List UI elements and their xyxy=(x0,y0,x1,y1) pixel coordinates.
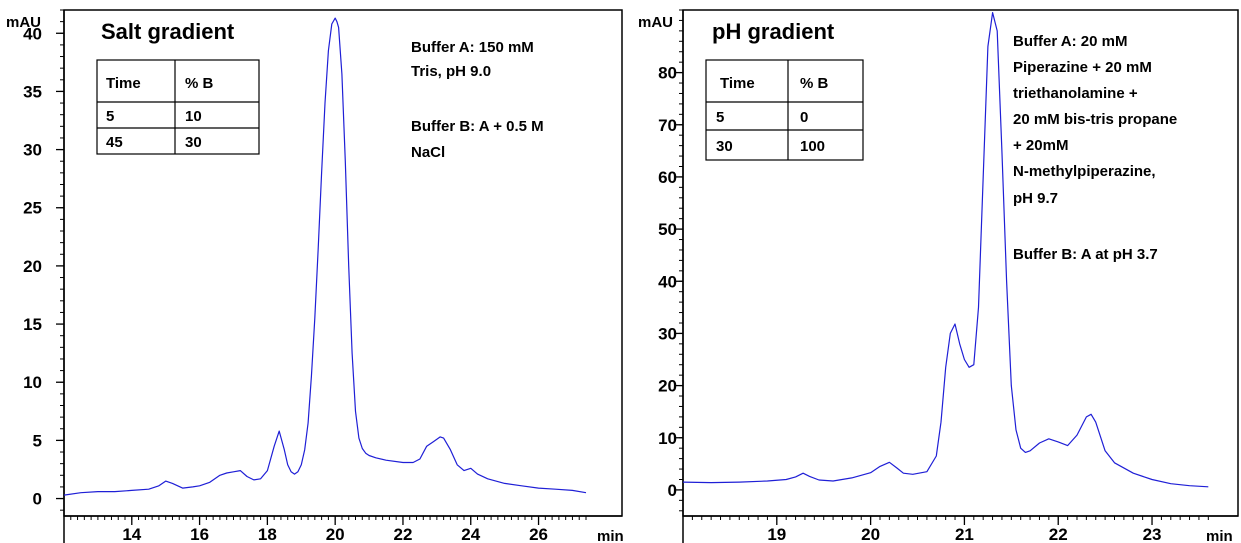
y-tick-label: 15 xyxy=(23,315,42,334)
y-tick-label: 70 xyxy=(658,116,677,135)
x-tick-label: 23 xyxy=(1143,525,1162,543)
gradient-table: Time % B 5 10 45 30 xyxy=(96,59,260,155)
table-header: % B xyxy=(185,75,214,92)
table-cell: 100 xyxy=(800,138,825,155)
table-cell: 5 xyxy=(106,108,114,125)
table-border xyxy=(705,59,864,161)
table-header: % B xyxy=(800,75,829,92)
table-cell: 0 xyxy=(800,109,808,126)
x-tick-label: 21 xyxy=(955,525,974,543)
chromatogram-trace xyxy=(63,17,587,496)
x-tick-label: 20 xyxy=(861,525,880,543)
x-tick-label: 22 xyxy=(1049,525,1068,543)
gradient-table: Time % B 5 0 30 100 xyxy=(705,59,864,161)
x-axis-unit: min xyxy=(1206,528,1233,543)
x-tick-label: 19 xyxy=(767,525,786,543)
chart-title: Salt gradient xyxy=(101,19,235,44)
note-line: Buffer A: 150 mM xyxy=(411,39,534,56)
y-tick-label: 40 xyxy=(23,24,42,43)
x-axis-unit: min xyxy=(597,528,624,543)
salt-gradient-panel: 14 16 18 20 22 24 26 0 5 10 15 20 25 30 35 40 mAU min S… xyxy=(6,9,624,543)
note-line: NaCl xyxy=(411,144,445,161)
y-tick-label: 80 xyxy=(658,64,677,83)
note-line: Buffer A: 20 mM xyxy=(1013,33,1127,50)
table-border xyxy=(96,59,260,155)
table-header: Time xyxy=(720,75,755,92)
table-cell: 30 xyxy=(716,138,733,155)
y-tick-label: 20 xyxy=(23,257,42,276)
table-cell: 45 xyxy=(106,134,123,151)
x-tick-label: 26 xyxy=(529,525,548,543)
y-tick-label: 30 xyxy=(23,141,42,160)
y-tick-label: 20 xyxy=(658,377,677,396)
note-line: Piperazine + 20 mM xyxy=(1013,59,1152,76)
note-line: 20 mM bis-tris propane xyxy=(1013,111,1177,128)
buffer-notes: Buffer A: 20 mM Piperazine + 20 mM triet… xyxy=(1013,33,1177,263)
table-header: Time xyxy=(106,75,141,92)
y-tick-label: 35 xyxy=(23,82,42,101)
major-ticks xyxy=(675,71,1153,525)
major-ticks xyxy=(56,32,540,525)
table-cell: 10 xyxy=(185,108,202,125)
x-tick-label: 20 xyxy=(326,525,345,543)
y-tick-label: 25 xyxy=(23,199,42,218)
y-tick-label: 5 xyxy=(33,431,42,450)
y-tick-label: 10 xyxy=(23,373,42,392)
y-tick-label: 60 xyxy=(658,168,677,187)
y-axis-label: mAU xyxy=(6,14,41,31)
note-line: Buffer B: A + 0.5 M xyxy=(411,118,544,135)
x-tick-label: 14 xyxy=(122,525,141,543)
y-tick-label: 0 xyxy=(668,481,677,500)
table-cell: 30 xyxy=(185,134,202,151)
note-line: N-methylpiperazine, xyxy=(1013,163,1156,180)
y-tick-label: 40 xyxy=(658,272,677,291)
y-tick-label: 50 xyxy=(658,220,677,239)
buffer-notes: Buffer A: 150 mM Tris, pH 9.0 Buffer B: … xyxy=(411,39,544,161)
table-cell: 5 xyxy=(716,109,724,126)
y-tick-label: 0 xyxy=(33,490,42,509)
y-tick-label: 30 xyxy=(658,324,677,343)
x-tick-label: 16 xyxy=(190,525,209,543)
x-tick-label: 22 xyxy=(394,525,413,543)
note-line: triethanolamine + xyxy=(1013,85,1138,102)
chromatogram-trace xyxy=(682,12,1209,488)
note-line: pH 9.7 xyxy=(1013,190,1058,207)
note-line: Tris, pH 9.0 xyxy=(411,63,491,80)
tick-labels: 14 16 18 20 22 24 26 0 5 10 15 20 25 30 35 40 xyxy=(23,24,548,543)
chart-title: pH gradient xyxy=(712,19,835,44)
y-axis-label: mAU xyxy=(638,14,673,31)
x-tick-label: 24 xyxy=(461,525,480,543)
note-line: + 20mM xyxy=(1013,137,1068,154)
y-tick-label: 10 xyxy=(658,429,677,448)
note-line: Buffer B: A at pH 3.7 xyxy=(1013,246,1158,263)
x-tick-label: 18 xyxy=(258,525,277,543)
